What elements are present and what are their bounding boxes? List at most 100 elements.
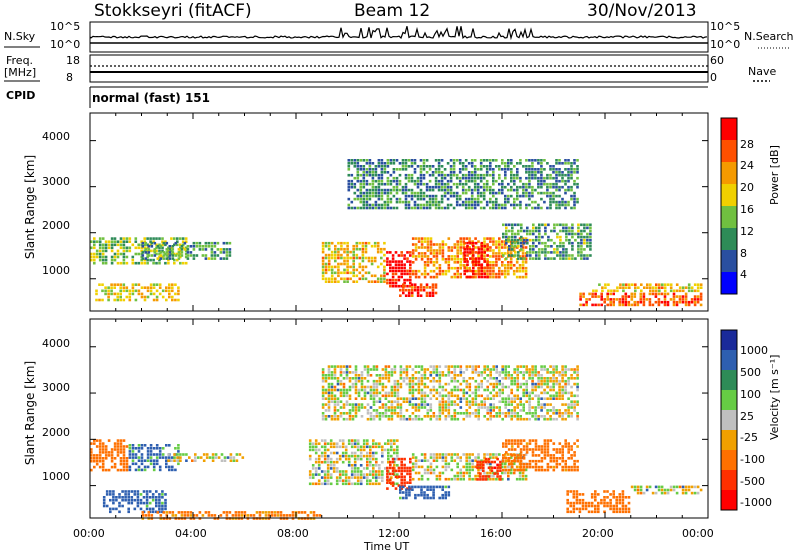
heat-cell xyxy=(139,507,143,511)
heat-cell xyxy=(364,256,368,260)
heat-cell xyxy=(465,400,469,403)
heat-cell xyxy=(118,496,121,499)
heat-cell xyxy=(696,491,700,495)
heat-cell xyxy=(622,286,625,289)
heat-cell xyxy=(552,442,556,445)
heat-cell xyxy=(610,289,613,293)
heat-cell xyxy=(411,374,415,377)
heat-cell xyxy=(495,203,498,207)
heat-cell xyxy=(423,491,426,494)
heat-cell xyxy=(495,197,498,201)
heat-cell xyxy=(324,379,328,383)
heat-cell xyxy=(330,277,334,281)
heat-cell xyxy=(495,206,498,210)
heat-cell xyxy=(486,237,489,240)
heat-cell xyxy=(110,451,114,454)
heat-cell xyxy=(564,159,567,162)
heat-cell xyxy=(504,415,507,418)
heat-cell xyxy=(466,263,469,266)
heat-cell xyxy=(184,255,188,259)
heat-cell xyxy=(131,456,135,459)
heat-cell xyxy=(136,501,140,505)
heat-cell xyxy=(572,507,576,511)
heat-cell xyxy=(504,397,507,400)
heat-cell xyxy=(654,295,658,298)
heat-cell xyxy=(347,479,351,482)
heat-cell xyxy=(612,496,615,499)
parameter-strips xyxy=(4,26,790,82)
heat-cell xyxy=(399,406,403,409)
heat-cell xyxy=(580,251,583,254)
heat-cell xyxy=(576,200,579,204)
heat-cell xyxy=(171,257,175,260)
heat-cell xyxy=(140,453,144,456)
heat-cell xyxy=(479,191,483,195)
heat-cell xyxy=(223,456,227,459)
heat-cell xyxy=(317,473,321,476)
heat-cell xyxy=(387,365,391,368)
heat-cell xyxy=(353,451,357,455)
heat-cell xyxy=(552,191,555,195)
heat-cell xyxy=(128,456,132,459)
heat-cell xyxy=(329,467,333,470)
heat-cell xyxy=(663,303,667,307)
heat-cell xyxy=(125,240,129,243)
heat-cell xyxy=(463,272,466,276)
heat-cell xyxy=(98,457,102,460)
heat-cell xyxy=(416,288,420,292)
heat-cell xyxy=(526,226,529,230)
heat-cell xyxy=(210,514,214,517)
heat-cell xyxy=(684,303,688,307)
heat-cell xyxy=(515,266,519,270)
heat-cell xyxy=(493,472,496,475)
heat-cell xyxy=(404,176,408,180)
heat-cell xyxy=(149,289,153,293)
heat-cell xyxy=(90,442,93,445)
heat-cell xyxy=(447,477,451,481)
heat-cell xyxy=(444,417,448,421)
heat-cell xyxy=(438,409,442,412)
heat-cell xyxy=(189,514,193,517)
heat-cell xyxy=(198,248,202,251)
heat-cell xyxy=(354,382,358,386)
heat-cell xyxy=(469,248,472,251)
heat-cell xyxy=(495,191,498,195)
heat-cell xyxy=(630,292,634,296)
heat-cell xyxy=(356,448,360,452)
heat-cell xyxy=(409,472,412,476)
heat-cell xyxy=(381,415,385,418)
heat-cell xyxy=(261,511,265,514)
heat-cell xyxy=(584,507,588,511)
heat-cell xyxy=(507,371,510,374)
heat-cell xyxy=(590,510,594,514)
heat-cell xyxy=(339,415,343,418)
heat-cell xyxy=(356,454,360,458)
heat-cell xyxy=(480,269,484,273)
heat-cell xyxy=(345,417,349,421)
heat-cell xyxy=(567,368,570,371)
heat-cell xyxy=(573,451,576,454)
heat-cell xyxy=(156,511,160,514)
heat-cell xyxy=(354,388,358,392)
heat-cell xyxy=(422,286,426,289)
heat-cell xyxy=(558,382,561,386)
heat-cell xyxy=(468,400,472,403)
heat-cell xyxy=(528,462,532,466)
heat-cell xyxy=(450,456,454,459)
heat-cell xyxy=(413,203,417,207)
heat-cell xyxy=(483,269,486,273)
heat-cell xyxy=(444,388,448,392)
heat-cell xyxy=(426,264,430,267)
heat-cell xyxy=(149,447,153,450)
heat-cell xyxy=(394,487,398,490)
heat-cell xyxy=(141,241,145,245)
heat-cell xyxy=(495,385,498,389)
heat-cell xyxy=(609,298,612,301)
heat-cell xyxy=(507,252,510,255)
heat-cell xyxy=(498,191,501,195)
heat-cell xyxy=(417,240,421,243)
heat-cell xyxy=(567,168,570,171)
heat-cell xyxy=(532,229,535,233)
heat-cell xyxy=(577,241,580,245)
heat-cell xyxy=(552,194,555,198)
